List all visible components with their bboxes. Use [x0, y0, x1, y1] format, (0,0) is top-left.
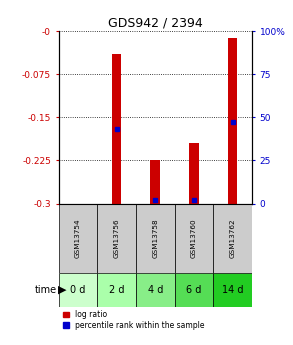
Text: GSM13758: GSM13758: [152, 218, 158, 258]
Bar: [175, 273, 213, 307]
Bar: [189, 143, 199, 204]
Bar: [136, 204, 175, 273]
Text: 6 d: 6 d: [186, 285, 202, 295]
Bar: [151, 160, 160, 204]
Bar: [228, 38, 238, 204]
Title: GDS942 / 2394: GDS942 / 2394: [108, 17, 203, 30]
Bar: [97, 204, 136, 273]
Bar: [59, 204, 97, 273]
Text: 0 d: 0 d: [70, 285, 86, 295]
Text: GSM13754: GSM13754: [75, 218, 81, 258]
Text: 2 d: 2 d: [109, 285, 124, 295]
Bar: [136, 273, 175, 307]
Text: 14 d: 14 d: [222, 285, 243, 295]
Legend: log ratio, percentile rank within the sample: log ratio, percentile rank within the sa…: [62, 309, 206, 331]
Bar: [213, 273, 252, 307]
Bar: [97, 273, 136, 307]
Bar: [213, 204, 252, 273]
Bar: [112, 54, 121, 204]
Bar: [59, 273, 97, 307]
Text: time: time: [35, 285, 57, 295]
Text: GSM13762: GSM13762: [230, 218, 236, 258]
Text: GSM13760: GSM13760: [191, 218, 197, 258]
Text: ▶: ▶: [58, 285, 66, 295]
Bar: [175, 204, 213, 273]
Text: GSM13756: GSM13756: [114, 218, 120, 258]
Text: 4 d: 4 d: [148, 285, 163, 295]
